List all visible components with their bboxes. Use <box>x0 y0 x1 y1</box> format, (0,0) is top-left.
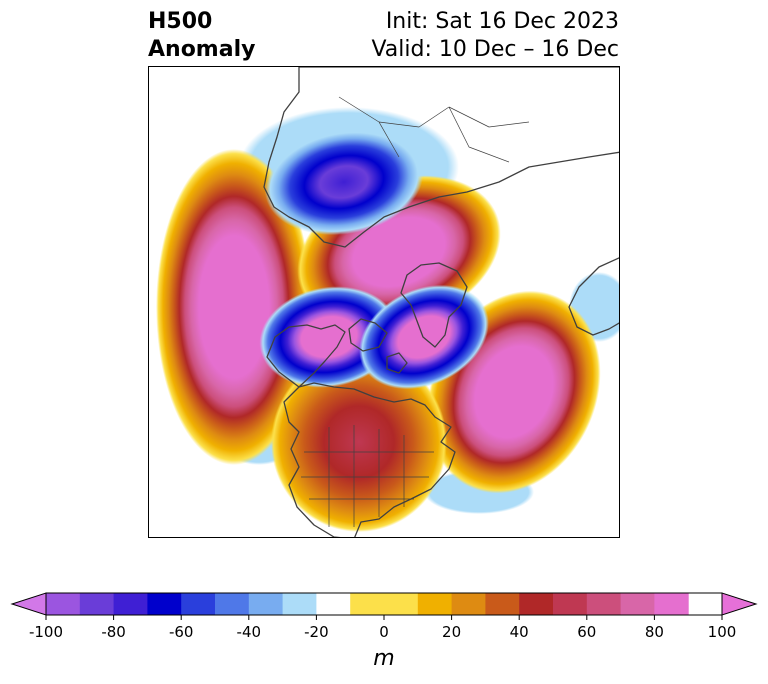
init-time: Init: Sat 16 Dec 2023 <box>385 9 619 34</box>
map-panel <box>148 66 620 538</box>
alaska-outline <box>266 324 346 388</box>
colorbar-segment <box>181 593 216 615</box>
colorbar-segment <box>485 593 520 615</box>
coastlines <box>263 67 619 537</box>
colorbar-tick-label: -80 <box>101 623 126 641</box>
colorbar-tick-label: 60 <box>577 623 596 641</box>
colorbar-tick-label: 100 <box>708 623 737 641</box>
title-field-type: Anomaly <box>148 37 256 62</box>
colorbar-segment <box>79 593 115 615</box>
colorbar-segment <box>620 593 655 615</box>
colorbar-segment <box>553 593 588 615</box>
colorbar-segment <box>519 593 554 615</box>
colorbar-tick-label: -100 <box>29 623 63 641</box>
colorbar-segments <box>10 592 758 616</box>
us-state-lines <box>301 425 434 527</box>
colorbar-extend-low <box>10 592 47 616</box>
colorbar-segment <box>417 593 453 615</box>
colorbar-segment <box>215 593 250 615</box>
valid-range: Valid: 10 Dec – 16 Dec <box>371 37 619 62</box>
canada-islands-outline <box>348 318 408 374</box>
colorbar-segment <box>113 593 148 615</box>
colorbar-segment <box>654 593 689 615</box>
asia-outline <box>263 67 619 248</box>
colorbar: -100 -80 -60 -40 -20 0 20 40 60 80 100 <box>10 592 758 641</box>
colorbar-ticks: -100 -80 -60 -40 -20 0 20 40 60 80 100 <box>29 615 736 641</box>
colorbar-segment <box>451 593 486 615</box>
colorbar-segment <box>350 593 419 615</box>
colorbar-unit: m <box>373 646 395 671</box>
colorbar-segment <box>46 593 81 615</box>
colorbar-segment <box>147 593 182 615</box>
greenland-outline <box>400 262 468 348</box>
title-right: Init: Sat 16 Dec 2023 Valid: 10 Dec – 16… <box>371 8 619 64</box>
siberia-trough <box>264 128 424 236</box>
colorbar-tick-label: -20 <box>304 623 329 641</box>
anomaly-map <box>156 67 619 537</box>
colorbar-tick-label: -60 <box>169 623 194 641</box>
title-left: H500 Anomaly <box>148 8 255 64</box>
colorbar-tick-label: -40 <box>237 623 262 641</box>
colorbar-tick-label: 80 <box>645 623 664 641</box>
north-pacific-ridge <box>156 149 312 465</box>
colorbar-segment <box>282 593 317 615</box>
europe-outline <box>568 257 619 336</box>
colorbar-tick-label: 40 <box>510 623 529 641</box>
colorbar-tick-label: 20 <box>442 623 461 641</box>
title-variable: H500 <box>148 9 213 34</box>
united-states-ridge <box>271 352 447 532</box>
colorbar-tick-label: 0 <box>379 623 389 641</box>
colorbar-segment <box>316 593 351 615</box>
colorbar-segment <box>248 593 284 615</box>
colorbar-segment <box>586 593 622 615</box>
colorbar-extend-high <box>721 592 758 616</box>
asia-borders <box>338 96 530 163</box>
